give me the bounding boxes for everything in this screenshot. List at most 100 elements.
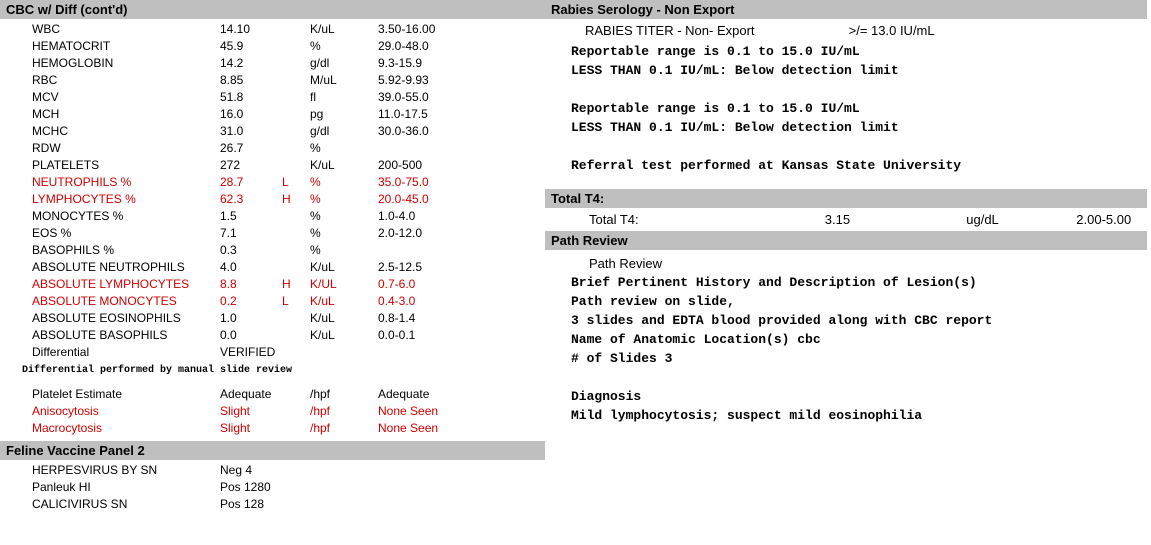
lab-flag: H [282,191,310,208]
lab-unit: % [310,140,378,157]
lab-value: 8.85 [220,72,282,89]
lab-range [378,344,488,361]
cbc-header: CBC w/ Diff (cont'd) [0,0,545,19]
lab-flag: H [282,276,310,293]
lab-value: Adequate [220,386,310,403]
lab-flag [282,327,310,344]
lab-name: ABSOLUTE NEUTROPHILS [32,259,220,276]
lab-name: Panleuk HI [32,479,220,496]
vaccine-rows: HERPESVIRUS BY SNNeg 4Panleuk HIPos 1280… [0,460,545,515]
left-column: CBC w/ Diff (cont'd) WBC14.10K/uL3.50-16… [0,0,545,515]
lab-name: HEMOGLOBIN [32,55,220,72]
lab-flag [282,38,310,55]
lab-name: HEMATOCRIT [32,38,220,55]
lab-value: 26.7 [220,140,282,157]
lab-unit: K/uL [310,157,378,174]
lab-name: NEUTROPHILS % [32,174,220,191]
lab-flag [282,140,310,157]
lab-row: RBC8.85M/uL5.92-9.93 [32,72,545,89]
lab-name: ABSOLUTE MONOCYTES [32,293,220,310]
lab-value: 51.8 [220,89,282,106]
rabies-lines: Reportable range is 0.1 to 15.0 IU/mL LE… [545,42,1147,175]
lab-value: 1.0 [220,310,282,327]
lab-unit: K/uL [310,310,378,327]
lab-unit: M/uL [310,72,378,89]
t4-val: 3.15 [825,212,966,227]
lab-range: 39.0-55.0 [378,89,488,106]
lab-range: 20.0-45.0 [378,191,488,208]
t4-unit: ug/dL [966,212,1076,227]
lab-flag [282,72,310,89]
lab-flag [282,106,310,123]
lab-unit: pg [310,106,378,123]
lab-range: 9.3-15.9 [378,55,488,72]
lab-row: ABSOLUTE LYMPHOCYTES8.8HK/UL0.7-6.0 [32,276,545,293]
lab-unit: fl [310,89,378,106]
path-lines: Brief Pertinent History and Description … [545,273,1147,425]
lab-name: RDW [32,140,220,157]
lab-row: EOS %7.1%2.0-12.0 [32,225,545,242]
lab-unit: /hpf [310,403,378,420]
report-wrap: CBC w/ Diff (cont'd) WBC14.10K/uL3.50-16… [0,0,1151,515]
lab-name: RBC [32,72,220,89]
lab-name: Anisocytosis [32,403,220,420]
lab-row: ABSOLUTE EOSINOPHILS1.0K/uL0.8-1.4 [32,310,545,327]
lab-flag [282,310,310,327]
lab-name: MONOCYTES % [32,208,220,225]
lab-range: 1.0-4.0 [378,208,488,225]
lab-row: BASOPHILS %0.3% [32,242,545,259]
lab-flag [282,242,310,259]
lab-name: LYMPHOCYTES % [32,191,220,208]
lab-name: HERPESVIRUS BY SN [32,462,220,479]
lab-range: 0.7-6.0 [378,276,488,293]
lab-row: HEMATOCRIT45.9%29.0-48.0 [32,38,545,55]
path-sub: Path Review [545,250,1147,273]
lab-unit: % [310,242,378,259]
lab-flag [282,89,310,106]
lab-range: 29.0-48.0 [378,38,488,55]
lab-value: 1.5 [220,208,282,225]
lab-unit: K/uL [310,21,378,38]
lab-value: Pos 128 [220,496,370,513]
lab-row: ABSOLUTE MONOCYTES0.2LK/uL0.4-3.0 [32,293,545,310]
lab-name: PLATELETS [32,157,220,174]
lab-unit: % [310,225,378,242]
lab-range: 0.0-0.1 [378,327,488,344]
lab-range [378,140,488,157]
lab-value: Neg 4 [220,462,370,479]
lab-value: 7.1 [220,225,282,242]
lab-row: PLATELETS272K/uL200-500 [32,157,545,174]
lab-name: CALICIVIRUS SN [32,496,220,513]
lab-range: None Seen [378,403,498,420]
lab-row: CALICIVIRUS SNPos 128 [32,496,545,513]
lab-name: ABSOLUTE LYMPHOCYTES [32,276,220,293]
lab-value: 14.10 [220,21,282,38]
rabies-title: RABIES TITER - Non- Export >/= 13.0 IU/m… [545,19,1147,42]
rabies-header: Rabies Serology - Non Export [545,0,1147,19]
lab-row: NEUTROPHILS %28.7L%35.0-75.0 [32,174,545,191]
lab-flag: L [282,293,310,310]
right-column: Rabies Serology - Non Export RABIES TITE… [545,0,1151,515]
lab-row: ABSOLUTE NEUTROPHILS4.0K/uL2.5-12.5 [32,259,545,276]
lab-value: 0.2 [220,293,282,310]
lab-row: MONOCYTES %1.5%1.0-4.0 [32,208,545,225]
lab-flag [282,259,310,276]
lab-value: 45.9 [220,38,282,55]
lab-name: Macrocytosis [32,420,220,437]
lab-row: Panleuk HIPos 1280 [32,479,545,496]
lab-unit: K/uL [310,259,378,276]
lab-flag [282,225,310,242]
lab-row: HERPESVIRUS BY SNNeg 4 [32,462,545,479]
lab-range: 0.8-1.4 [378,310,488,327]
t4-header: Total T4: [545,189,1147,208]
cbc-rows: WBC14.10K/uL3.50-16.00HEMATOCRIT45.9%29.… [0,19,545,363]
rabies-title-right: >/= 13.0 IU/mL [849,23,935,38]
lab-unit: K/uL [310,327,378,344]
lab-value: Pos 1280 [220,479,370,496]
lab-row: DifferentialVERIFIED [32,344,545,361]
path-header: Path Review [545,231,1147,250]
lab-name: BASOPHILS % [32,242,220,259]
lab-name: WBC [32,21,220,38]
lab-range: 2.5-12.5 [378,259,488,276]
lab-unit: g/dl [310,123,378,140]
